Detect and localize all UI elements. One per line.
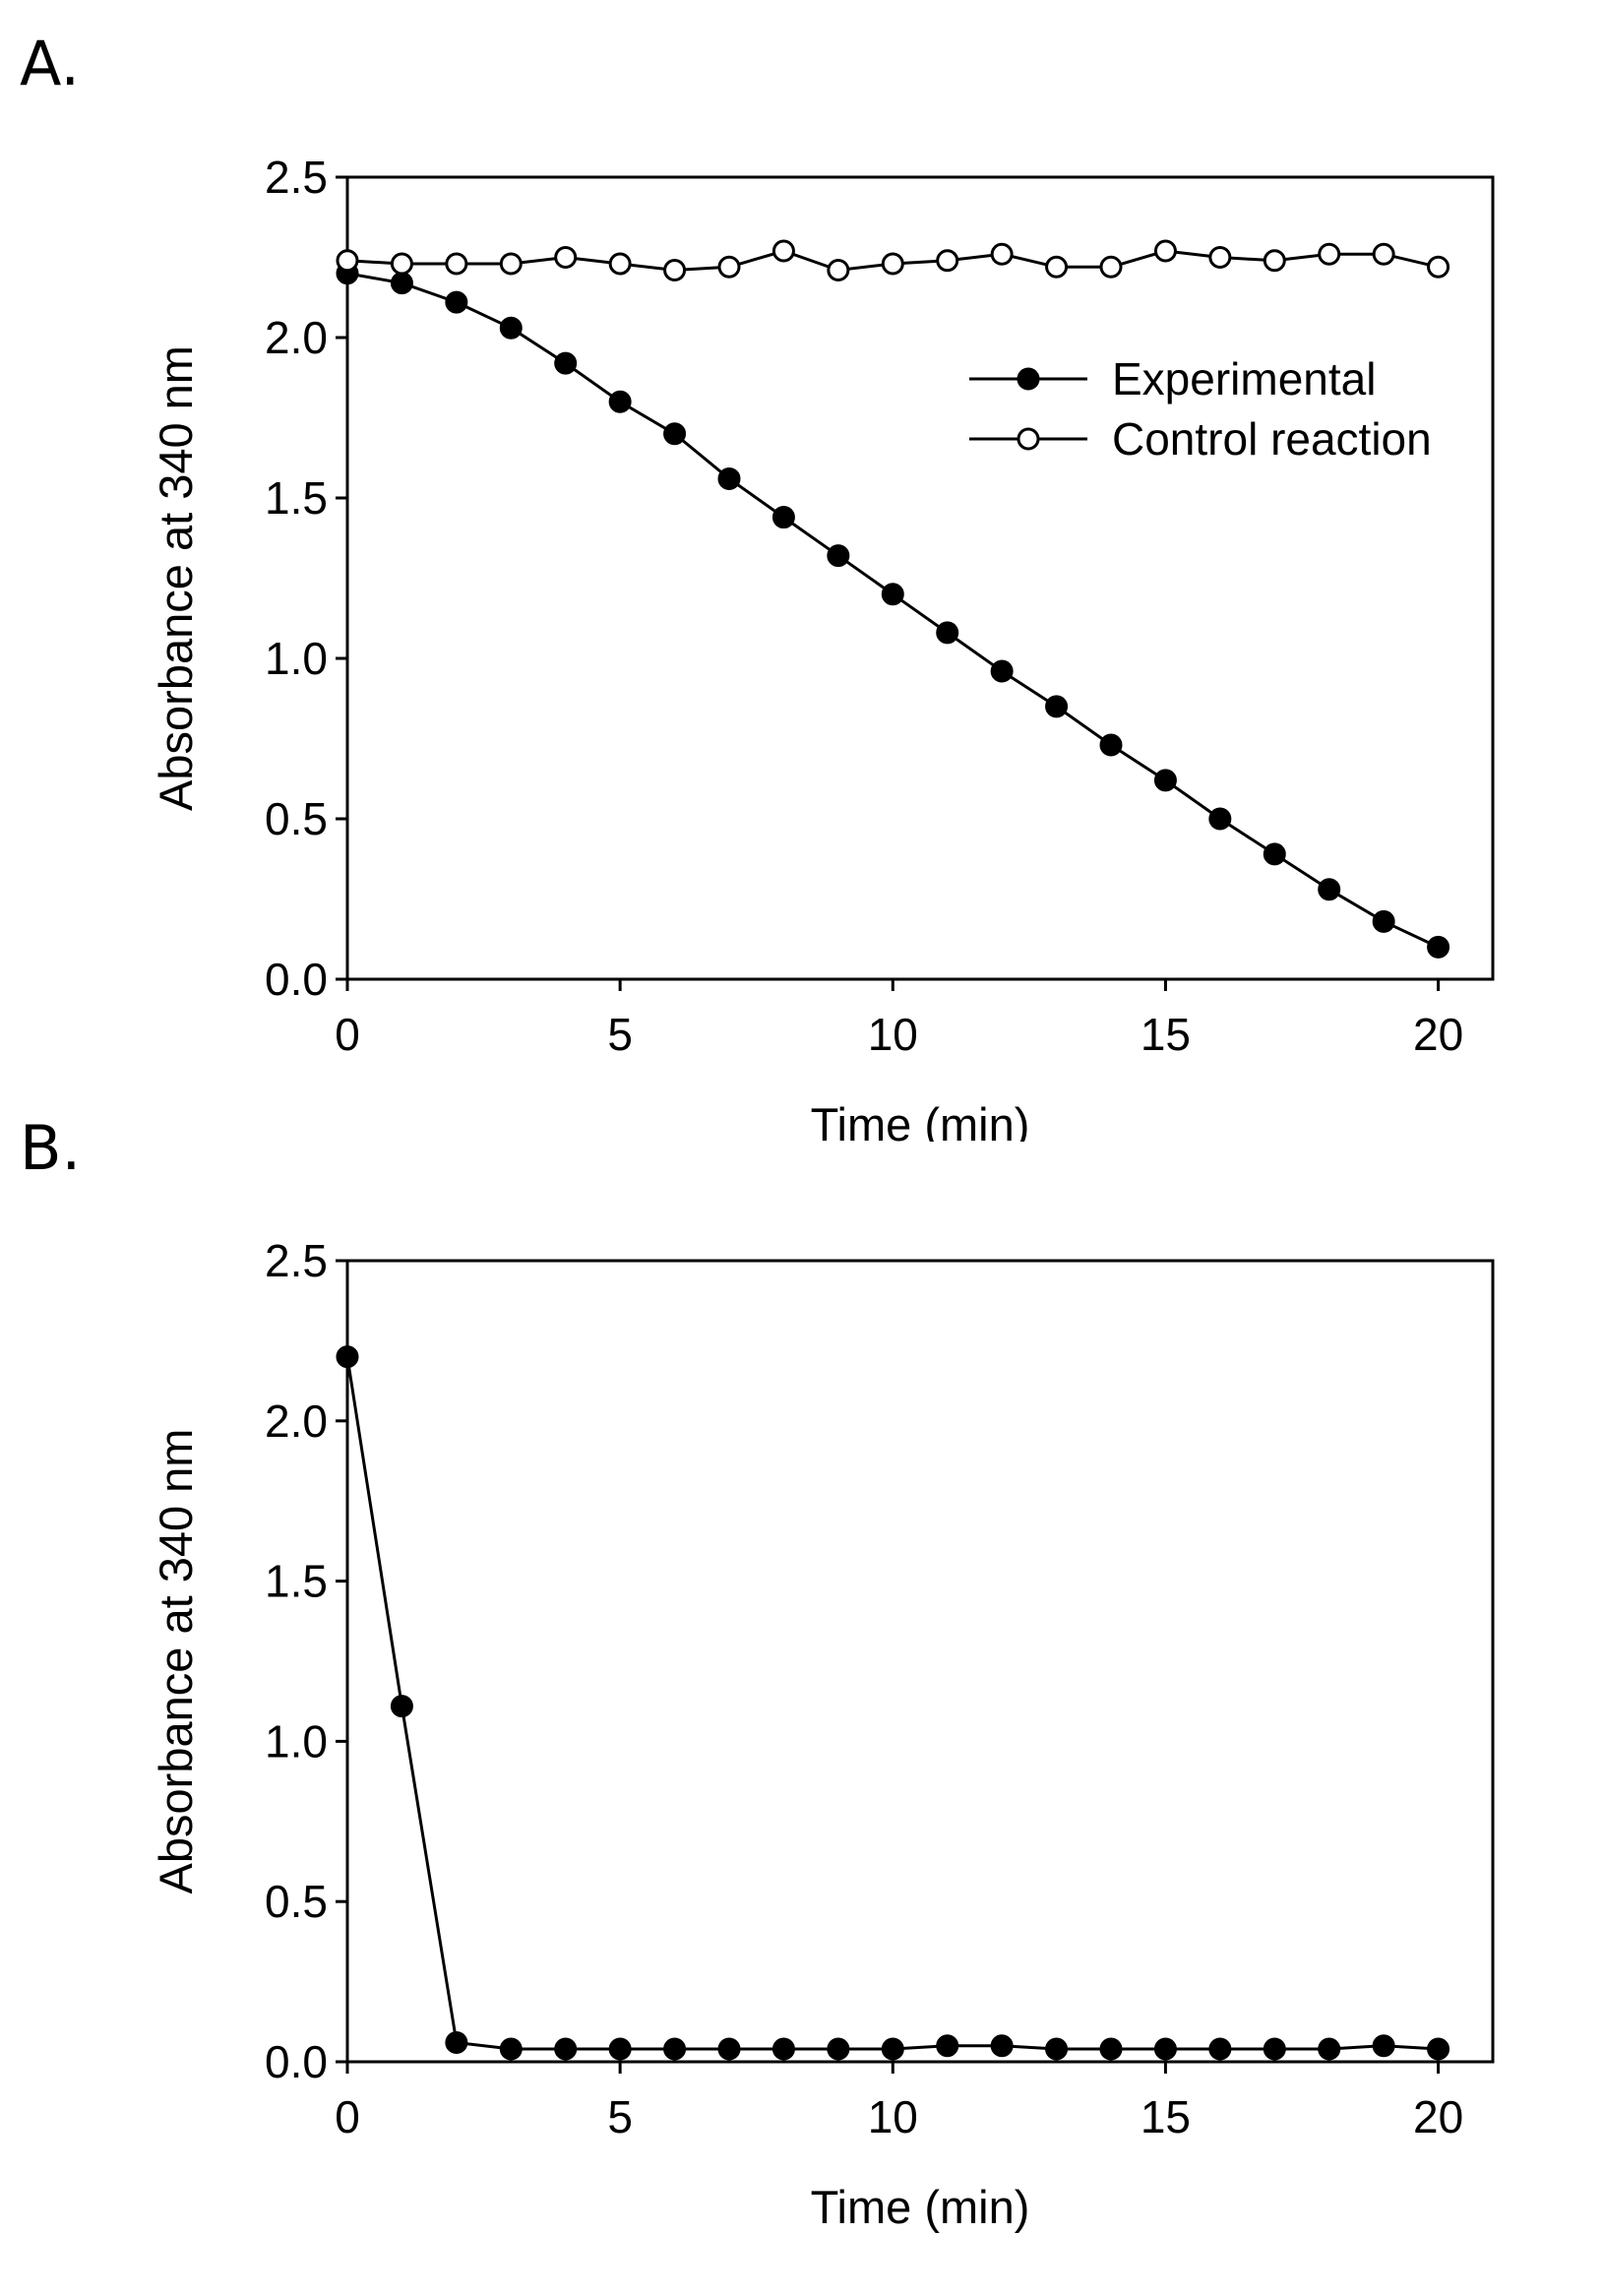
y-tick-label: 0.5 xyxy=(265,1876,328,1927)
y-tick-label: 0.0 xyxy=(265,954,328,1005)
experimental-point xyxy=(717,466,741,490)
x-axis-title: Time (min) xyxy=(811,1098,1030,1142)
legend-label: Experimental xyxy=(1112,353,1376,404)
y-tick-label: 2.5 xyxy=(265,1235,328,1286)
plot-frame xyxy=(345,1259,1495,2064)
y-tick-label: 2.5 xyxy=(265,152,328,203)
experimental-point xyxy=(390,1695,413,1718)
experimental-point xyxy=(1099,2037,1123,2061)
y-tick-label: 2.0 xyxy=(265,312,328,363)
control-point xyxy=(936,249,959,273)
x-tick-label: 15 xyxy=(1141,1009,1191,1060)
control-point xyxy=(1208,246,1232,269)
experimental-point xyxy=(390,272,413,295)
x-tick-label: 5 xyxy=(607,2091,633,2142)
experimental-point xyxy=(1153,2037,1177,2061)
x-tick-label: 10 xyxy=(868,1009,918,1060)
control-point xyxy=(1318,242,1341,266)
experimental-point xyxy=(990,659,1014,683)
experimental-point xyxy=(1153,769,1177,792)
x-axis-title: Time (min) xyxy=(811,2181,1030,2233)
legend-marker-control xyxy=(1017,427,1040,451)
y-tick-label: 1.5 xyxy=(265,1556,328,1607)
experimental-point xyxy=(990,2034,1014,2058)
experimental-point xyxy=(445,2030,468,2054)
panel-a-label: A. xyxy=(20,28,81,99)
y-tick-label: 2.0 xyxy=(265,1396,328,1447)
y-tick-label: 1.0 xyxy=(265,1715,328,1767)
experimental-point xyxy=(499,2037,523,2061)
experimental-point xyxy=(1045,2037,1069,2061)
y-tick-label: 1.5 xyxy=(265,472,328,524)
y-tick-label: 0.5 xyxy=(265,793,328,844)
control-point xyxy=(1263,249,1286,273)
y-tick-label: 1.0 xyxy=(265,633,328,684)
experimental-point xyxy=(445,290,468,314)
experimental-point xyxy=(1208,807,1232,831)
legend-marker-experimental xyxy=(1017,367,1040,391)
experimental-point xyxy=(336,1345,359,1369)
experimental-point xyxy=(663,2037,687,2061)
experimental-point xyxy=(1427,935,1450,959)
control-point xyxy=(1427,255,1450,279)
control-point xyxy=(717,255,741,279)
control-point xyxy=(608,252,632,276)
x-tick-label: 20 xyxy=(1413,1009,1463,1060)
control-point xyxy=(663,259,687,282)
control-point xyxy=(1153,239,1177,263)
y-axis-title: Absorbance at 340 nm xyxy=(150,345,202,811)
experimental-point xyxy=(608,2037,632,2061)
x-tick-label: 0 xyxy=(335,1009,360,1060)
experimental-point xyxy=(1318,878,1341,901)
x-tick-label: 10 xyxy=(868,2091,918,2142)
experimental-point xyxy=(881,583,904,606)
experimental-point xyxy=(827,2037,850,2061)
experimental-point xyxy=(936,621,959,645)
control-point xyxy=(445,252,468,276)
series-line-experimental xyxy=(345,1356,1439,2051)
experimental-point xyxy=(499,316,523,340)
control-point xyxy=(771,239,795,263)
control-point xyxy=(1372,242,1395,266)
experimental-point xyxy=(717,2037,741,2061)
panel-b-label: B. xyxy=(20,1112,82,1184)
legend-label: Control reaction xyxy=(1112,413,1432,465)
experimental-point xyxy=(1372,909,1395,933)
control-point xyxy=(990,242,1014,266)
control-point xyxy=(1045,255,1069,279)
control-point xyxy=(390,252,413,276)
x-tick-label: 5 xyxy=(607,1009,633,1060)
x-tick-label: 0 xyxy=(335,2091,360,2142)
experimental-point xyxy=(771,2037,795,2061)
y-tick-label: 0.0 xyxy=(265,2036,328,2087)
control-point xyxy=(1099,255,1123,279)
x-tick-label: 20 xyxy=(1413,2091,1463,2142)
experimental-point xyxy=(1099,733,1123,757)
experimental-point xyxy=(1318,2037,1341,2061)
experimental-point xyxy=(554,351,578,375)
experimental-point xyxy=(1045,695,1069,718)
experimental-point xyxy=(936,2034,959,2058)
plot-frame xyxy=(345,175,1495,981)
experimental-point xyxy=(1263,2037,1286,2061)
experimental-point xyxy=(1263,842,1286,866)
chart-a: 0.0 0.5 1.0 1.5 2.0 2.5 0 5 10 15 20 Time (min) Abso… xyxy=(150,152,1495,1142)
experimental-point xyxy=(1427,2037,1450,2061)
experimental-point xyxy=(663,422,687,446)
control-point xyxy=(554,246,578,269)
experimental-point xyxy=(771,506,795,529)
experimental-point xyxy=(1208,2037,1232,2061)
control-point xyxy=(336,249,359,273)
control-point xyxy=(881,252,904,276)
experimental-point xyxy=(881,2037,904,2061)
y-axis-title: Absorbance at 340 nm xyxy=(150,1429,202,1894)
control-point xyxy=(827,259,850,282)
experimental-point xyxy=(827,544,850,568)
control-point xyxy=(499,252,523,276)
experimental-point xyxy=(554,2037,578,2061)
experimental-point xyxy=(608,390,632,413)
chart-b: 0.0 0.5 1.0 1.5 2.0 2.5 0 5 10 15 20 Time (min) Abso… xyxy=(150,1235,1495,2233)
x-tick-label: 15 xyxy=(1141,2091,1191,2142)
experimental-point xyxy=(1372,2034,1395,2058)
